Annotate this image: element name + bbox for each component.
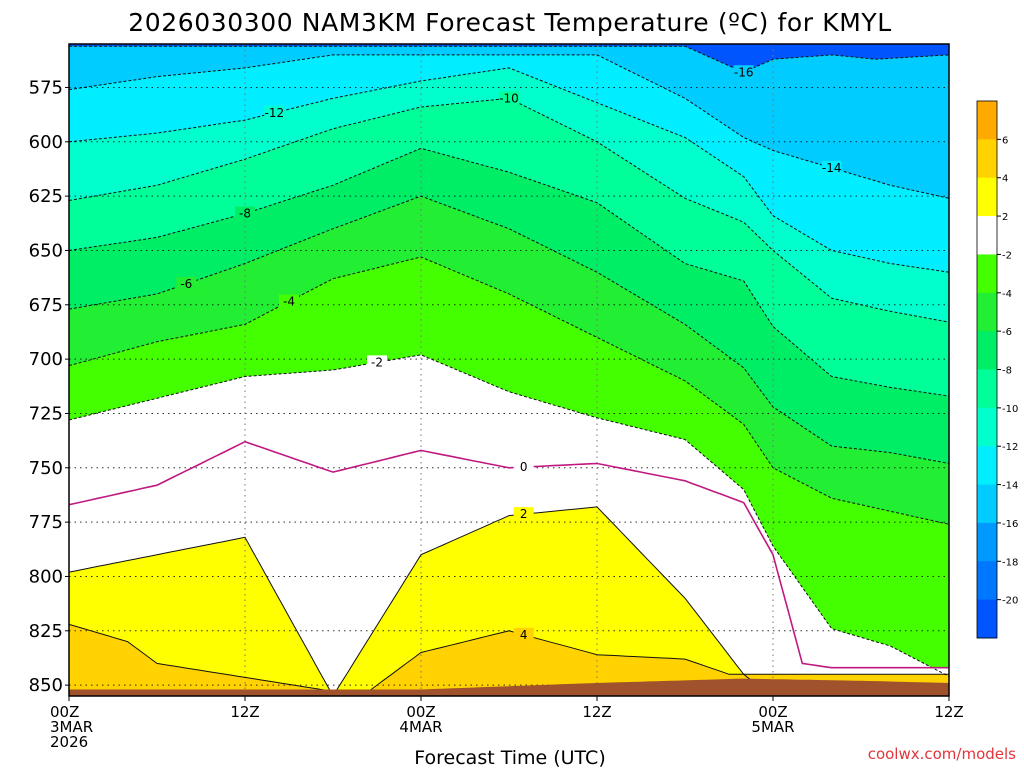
isotherm-2: [69, 506, 772, 696]
colorbar-label: -4: [1002, 289, 1012, 300]
colorbar-label: -16: [1002, 519, 1018, 530]
contour-label: -10: [499, 91, 519, 105]
colorbar-label: -2: [1002, 250, 1012, 261]
band-above-2: [69, 506, 771, 696]
y-tick-label: 675: [29, 295, 63, 316]
terrain: [69, 678, 949, 696]
colorbar-bin: [977, 101, 997, 140]
isotherm--12: [69, 67, 949, 273]
colorbar-bin: [977, 139, 997, 179]
contour-label: 2: [520, 507, 528, 521]
contour-label: -4: [283, 295, 295, 309]
isotherm-4: [69, 623, 949, 696]
isotherm--10: [69, 97, 949, 323]
colorbar-bin: [977, 292, 997, 332]
x-axis-label: Forecast Time (UTC): [414, 747, 605, 768]
y-tick-label: 775: [29, 512, 63, 533]
contour-label: 0: [520, 460, 528, 474]
y-axis: 575 600 625 650 675 700 725 750 775 800 825 850: [29, 77, 69, 696]
y-tick-label: 800: [29, 566, 63, 587]
colorbar-label: 2: [1002, 212, 1008, 223]
colorbar-bin: [977, 331, 997, 370]
contour-label-bg: [821, 160, 842, 175]
contour-label: -14: [822, 161, 842, 175]
colorbar-bin: [977, 561, 997, 601]
isotherm--6: [69, 195, 949, 464]
x-tick-label: 00Z: [50, 703, 79, 721]
contour-label-bg: [235, 206, 255, 221]
colorbar-bin: [977, 177, 997, 217]
contour-label: 4: [520, 628, 528, 642]
chart-title: 2026030300 NAM3KM Forecast Temperature (…: [128, 8, 892, 37]
colorbar: 6 4 2 -2 -4 -6 -8 -10 -12 -14 -16 -18 -20: [976, 100, 1018, 639]
y-tick-label: 700: [29, 349, 63, 370]
contour-label-bg: [733, 65, 754, 80]
contour-label-bg: [279, 294, 299, 309]
contour-label: -6: [180, 277, 192, 291]
terrain-fill: [69, 678, 949, 696]
y-tick-label: 575: [29, 77, 63, 98]
isotherm-lines: [69, 45, 949, 696]
colorbar-bin: [977, 484, 997, 524]
contour-label-bg: [367, 355, 387, 370]
x-tick-label: 00Z: [758, 703, 787, 721]
x-tick-label: 12Z: [582, 703, 611, 721]
colorbar-bin: [977, 216, 997, 255]
plot-area: -16 -14 -12 -10 -8 -6 -4 -2 0 2 4: [69, 44, 949, 696]
contour-label-bg: [513, 627, 534, 642]
colorbar-bin: [977, 254, 997, 294]
isotherm--2: [69, 354, 949, 677]
colorbar-bin: [977, 369, 997, 409]
isotherm-0: [69, 440, 949, 669]
colorbar-label: -12: [1002, 442, 1018, 453]
contour-label-bg: [264, 105, 285, 120]
contour-label: -16: [734, 65, 754, 79]
plot-frame: [68, 43, 950, 697]
x-tick-label: 12Z: [934, 703, 963, 721]
colorbar-bin: [977, 599, 997, 639]
y-tick-label: 825: [29, 621, 63, 642]
colorbar-bin: [977, 446, 997, 486]
y-tick-label: 850: [29, 675, 63, 696]
contour-label: -8: [239, 207, 251, 221]
y-tick-label: 650: [29, 240, 63, 261]
contour-labels: -16 -14 -12 -10 -8 -6 -4 -2 0 2 4: [176, 65, 842, 642]
temperature-bands: [69, 46, 949, 696]
y-tick-label: 600: [29, 132, 63, 153]
band-above-4: [69, 624, 949, 696]
colorbar-bin: [977, 407, 997, 447]
colorbar-label: -14: [1002, 481, 1018, 492]
x-tick-label: 2026: [50, 733, 88, 751]
y-tick-label: 725: [29, 403, 63, 424]
colorbar-bin: [977, 522, 997, 562]
isotherm--4: [69, 256, 949, 525]
colorbar-label: -8: [1002, 366, 1012, 377]
x-tick-label: 00Z: [406, 703, 435, 721]
colorbar-label: -20: [1002, 596, 1018, 607]
isotherm--14: [69, 54, 949, 199]
x-tick-label: 4MAR: [399, 718, 442, 736]
contour-label-bg: [499, 91, 519, 106]
x-tick-label: 12Z: [230, 703, 259, 721]
colorbar-label: 4: [1002, 174, 1008, 185]
contour-label: -2: [371, 355, 383, 369]
x-tick-label: 5MAR: [751, 718, 794, 736]
contour-label-bg: [176, 276, 197, 291]
contour-label-bg: [513, 460, 534, 475]
colorbar-label: 6: [1002, 135, 1008, 146]
watermark[interactable]: coolwx.com/models: [868, 745, 1016, 763]
colorbar-label: -6: [1002, 327, 1012, 338]
y-tick-label: 625: [29, 186, 63, 207]
colorbar-label: -18: [1002, 557, 1018, 568]
contour-label-bg: [513, 507, 534, 522]
isotherm--16: [69, 45, 949, 73]
x-tick-label: 3MAR: [50, 718, 93, 736]
colorbar-label: -10: [1002, 404, 1018, 415]
contour-label: -12: [265, 106, 285, 120]
y-tick-label: 750: [29, 458, 63, 479]
